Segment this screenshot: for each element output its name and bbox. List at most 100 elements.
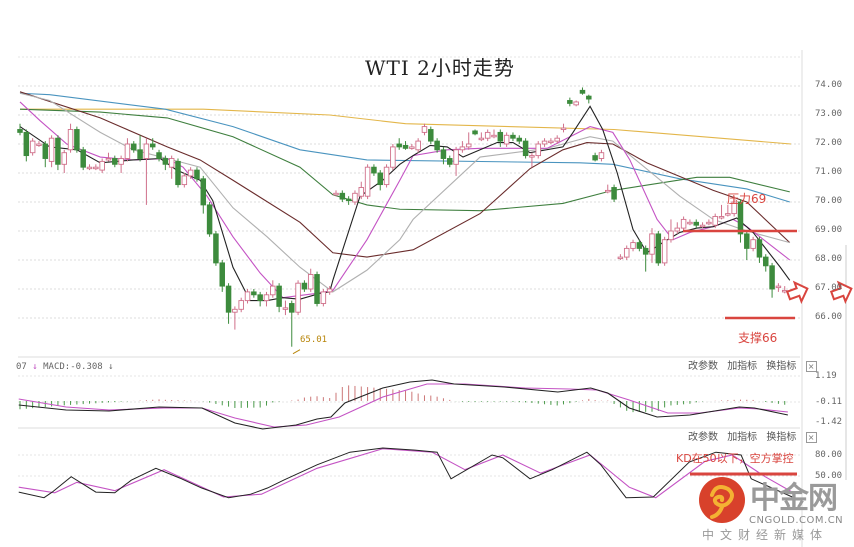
candle-body <box>99 160 105 171</box>
candle-body <box>459 146 466 151</box>
candle-body <box>510 134 516 139</box>
candle-body <box>491 134 497 138</box>
candle-body <box>415 140 421 151</box>
candle-body <box>497 131 504 142</box>
candle-body <box>421 126 428 133</box>
change-params-button[interactable]: 改参数 <box>688 432 718 443</box>
candle-body <box>213 233 219 264</box>
candle-body <box>750 239 756 249</box>
candle-body <box>390 146 396 168</box>
candle-body <box>333 192 339 196</box>
price-tick: 74.00 <box>815 80 843 90</box>
candle-body <box>769 265 775 290</box>
candle-body <box>86 166 93 170</box>
candle-body <box>680 218 687 229</box>
candle-body <box>168 158 175 168</box>
moving-average-line <box>19 92 790 293</box>
candle-body <box>143 143 150 159</box>
low-price-label: 65.01 <box>300 335 328 345</box>
candle-body <box>396 143 402 148</box>
kd-tick: 50.00 <box>815 471 843 481</box>
macd-panel-controls: 改参数 加指标 换指标 × <box>688 361 823 373</box>
macd-tick: -0.11 <box>815 397 843 407</box>
candle-body <box>472 130 478 135</box>
candle-body <box>567 100 573 104</box>
candle-body <box>282 307 289 310</box>
price-tick: 69.00 <box>815 225 843 235</box>
add-indicator-button[interactable]: 加指标 <box>727 432 758 443</box>
candle-body <box>307 274 314 290</box>
candle-body <box>706 221 712 225</box>
price-tick: 73.00 <box>815 109 843 119</box>
candle-body <box>74 129 80 151</box>
candle-body <box>17 129 23 133</box>
kd-annotation: KD在50以下，空方掌控 <box>676 452 794 465</box>
candle-body <box>440 149 447 159</box>
kd-d-line <box>18 448 793 499</box>
switch-indicator-button[interactable]: 换指标 <box>766 432 797 443</box>
candle-body <box>206 204 213 235</box>
price-tick: 71.00 <box>815 167 843 177</box>
candle-body <box>276 285 282 307</box>
candle-body <box>29 140 36 154</box>
candle-body <box>434 140 440 151</box>
candle-body <box>232 308 238 313</box>
candle-body <box>535 143 541 157</box>
candle-body <box>516 137 523 142</box>
price-tick: 66.00 <box>815 312 843 322</box>
candle-body <box>630 242 636 249</box>
price-tick: 68.00 <box>815 254 843 264</box>
close-icon[interactable]: × <box>805 361 817 372</box>
watermark-brand: 中金网 <box>750 481 838 516</box>
candle-body <box>484 131 491 139</box>
close-icon[interactable]: × <box>805 432 817 443</box>
candle-body <box>560 127 567 131</box>
candle-body <box>257 294 263 302</box>
moving-average-line <box>19 101 791 299</box>
moving-average-line <box>19 92 790 203</box>
candle-body <box>118 158 124 165</box>
candle-body <box>712 216 718 226</box>
moving-average-line <box>19 91 791 258</box>
macd-dea-line <box>18 383 788 428</box>
resistance-label: 压力69 <box>727 192 767 206</box>
candle-body <box>301 282 308 290</box>
candle-body <box>326 288 333 293</box>
candle-body <box>529 155 535 158</box>
add-indicator-button[interactable]: 加指标 <box>727 361 758 372</box>
candle-body <box>699 224 706 228</box>
arrow-down-icon: ↓ <box>32 362 38 372</box>
candle-body <box>554 137 560 142</box>
candle-body <box>93 166 99 170</box>
candle-body <box>162 158 169 165</box>
candle-body <box>23 131 30 157</box>
arrow-down-icon: ↓ <box>108 362 114 372</box>
candle-body <box>383 166 390 186</box>
candle-body <box>611 187 617 200</box>
price-tick: 70.00 <box>815 196 843 206</box>
kd-k-line <box>18 447 793 499</box>
candle-body <box>409 146 415 149</box>
switch-indicator-button[interactable]: 换指标 <box>766 361 797 372</box>
low-arrow <box>292 349 301 355</box>
candle-body <box>194 169 200 180</box>
candle-body <box>345 198 352 202</box>
candle-body <box>263 294 270 302</box>
candle-body <box>61 152 67 165</box>
candle-body <box>649 233 655 255</box>
candle-body <box>731 201 737 215</box>
candle-body <box>478 137 485 141</box>
candle-body <box>655 233 662 264</box>
candle-body <box>687 221 693 225</box>
kd-tick: 80.00 <box>815 450 843 460</box>
watermark-domain: CNGOLD.COM.CN <box>749 515 844 526</box>
candle-body <box>661 239 668 264</box>
macd-dif-line <box>18 379 788 430</box>
arrow-right-icon <box>785 280 809 305</box>
candle-body <box>364 166 371 197</box>
watermark-slogan: 中文财经新媒体 <box>702 528 829 542</box>
candle-body <box>187 169 194 177</box>
change-params-button[interactable]: 改参数 <box>688 361 718 372</box>
candle-body <box>763 256 769 267</box>
